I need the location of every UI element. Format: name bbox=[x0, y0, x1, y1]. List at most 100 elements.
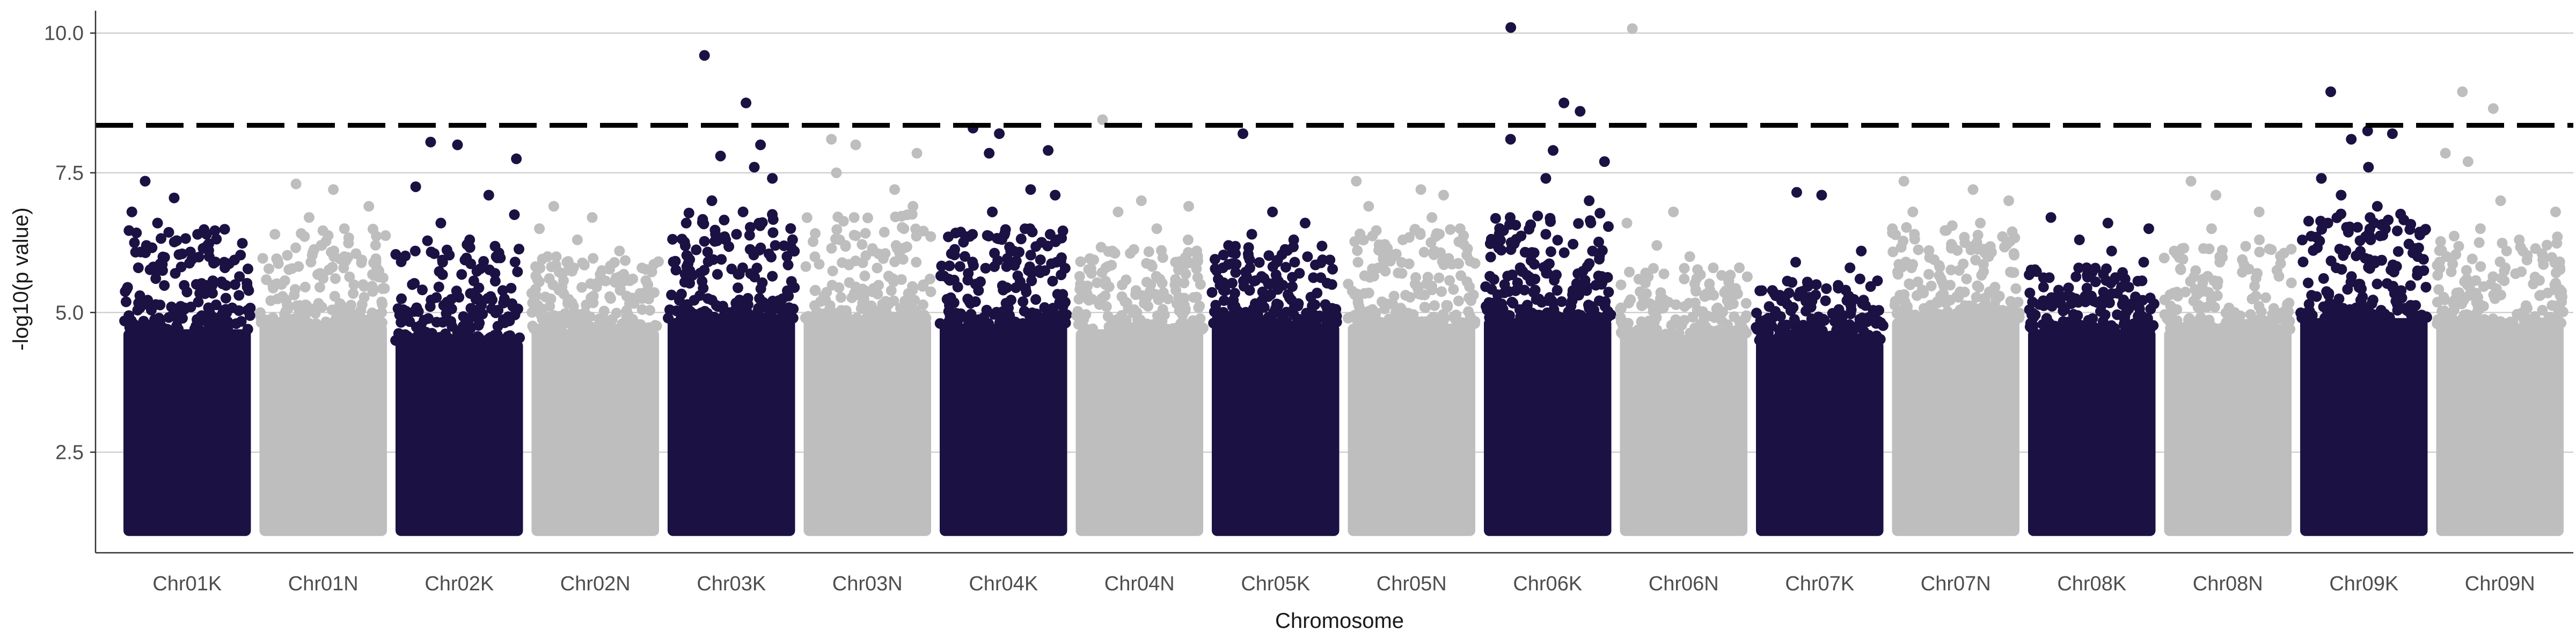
data-point bbox=[2137, 324, 2148, 335]
data-point bbox=[2458, 295, 2469, 306]
data-point bbox=[1625, 294, 1636, 305]
data-point bbox=[233, 290, 245, 301]
data-point bbox=[786, 276, 797, 287]
data-point bbox=[467, 335, 478, 346]
data-point bbox=[2250, 290, 2262, 302]
data-point bbox=[1051, 257, 1062, 268]
data-point bbox=[1524, 272, 1535, 283]
data-point bbox=[1679, 262, 1690, 274]
data-point bbox=[1623, 318, 1634, 329]
data-point bbox=[679, 237, 690, 248]
data-point bbox=[376, 296, 387, 308]
data-point bbox=[1723, 275, 1735, 287]
data-point bbox=[1183, 201, 1194, 212]
x-tick-label: Chr06N bbox=[1649, 573, 1719, 595]
data-point bbox=[1157, 304, 1168, 315]
data-point bbox=[2354, 235, 2366, 246]
data-point bbox=[848, 288, 860, 299]
data-point bbox=[1036, 237, 1047, 248]
data-point bbox=[1039, 265, 1050, 276]
data-point bbox=[1308, 309, 1320, 320]
data-point bbox=[1125, 247, 1136, 259]
data-point bbox=[534, 223, 545, 235]
data-point bbox=[1026, 275, 1037, 287]
data-point bbox=[489, 268, 501, 279]
data-point bbox=[755, 242, 766, 253]
point-cloud bbox=[2436, 324, 2564, 536]
data-point bbox=[2070, 312, 2081, 324]
data-point bbox=[2136, 275, 2148, 287]
data-point bbox=[1056, 269, 1067, 281]
data-point bbox=[745, 268, 756, 279]
data-point bbox=[1230, 267, 1241, 278]
data-point bbox=[1187, 315, 1198, 326]
data-point bbox=[141, 240, 152, 251]
data-point bbox=[719, 215, 730, 226]
data-point bbox=[1100, 279, 1111, 290]
data-point bbox=[1704, 278, 1715, 289]
data-point bbox=[2158, 252, 2170, 264]
data-point bbox=[2522, 250, 2533, 261]
data-point bbox=[1397, 234, 1409, 245]
data-point bbox=[1542, 268, 1553, 279]
data-point bbox=[831, 167, 842, 178]
data-point bbox=[1240, 266, 1252, 277]
data-point bbox=[1679, 314, 1690, 326]
data-point bbox=[1396, 268, 1408, 279]
data-point bbox=[2038, 281, 2049, 292]
data-point bbox=[548, 201, 559, 212]
chromosome-Chr07N bbox=[1887, 175, 2025, 536]
data-point bbox=[679, 276, 690, 288]
data-point bbox=[1267, 206, 1278, 217]
data-point bbox=[282, 318, 294, 330]
data-point bbox=[1504, 212, 1516, 223]
data-point bbox=[2268, 303, 2279, 314]
data-point bbox=[402, 309, 414, 320]
data-point bbox=[548, 313, 560, 325]
data-point bbox=[898, 223, 910, 235]
data-point bbox=[1827, 308, 1838, 319]
data-point bbox=[614, 245, 625, 257]
data-point bbox=[1073, 294, 1085, 305]
data-point bbox=[1552, 235, 1563, 246]
chromosome-Chr02K bbox=[390, 136, 525, 536]
data-point bbox=[907, 284, 918, 296]
data-point bbox=[1720, 328, 1731, 339]
data-point bbox=[237, 238, 248, 249]
point-cloud bbox=[1348, 324, 1475, 536]
data-point bbox=[895, 312, 906, 324]
data-point bbox=[1248, 275, 1260, 287]
data-point bbox=[857, 239, 868, 250]
data-point bbox=[1453, 295, 1464, 306]
data-point bbox=[698, 218, 709, 230]
data-point bbox=[2510, 268, 2521, 280]
data-point bbox=[749, 162, 760, 173]
data-point bbox=[2055, 298, 2066, 309]
data-point bbox=[1378, 253, 1389, 265]
data-point bbox=[711, 300, 722, 311]
data-point bbox=[2096, 299, 2107, 310]
data-point bbox=[2316, 173, 2327, 184]
data-point bbox=[2351, 250, 2362, 261]
data-point bbox=[2182, 324, 2193, 335]
data-point bbox=[1955, 304, 1966, 316]
data-point bbox=[1107, 245, 1118, 257]
data-point bbox=[1781, 319, 1792, 331]
data-point bbox=[1722, 319, 1733, 331]
data-point bbox=[242, 264, 253, 275]
data-point bbox=[1434, 229, 1445, 240]
data-point bbox=[150, 273, 162, 284]
data-point bbox=[1355, 228, 1366, 239]
data-point bbox=[831, 224, 843, 235]
data-point bbox=[1312, 287, 1323, 298]
data-point bbox=[356, 254, 368, 266]
data-point bbox=[1889, 299, 1900, 311]
chromosome-Chr08K bbox=[2024, 212, 2160, 536]
data-point bbox=[1438, 189, 1449, 201]
data-point bbox=[2216, 245, 2228, 256]
data-point bbox=[1782, 299, 1793, 310]
data-point bbox=[2412, 269, 2423, 281]
data-point bbox=[1964, 312, 1975, 324]
data-point bbox=[2045, 212, 2057, 223]
data-point bbox=[2277, 307, 2288, 318]
